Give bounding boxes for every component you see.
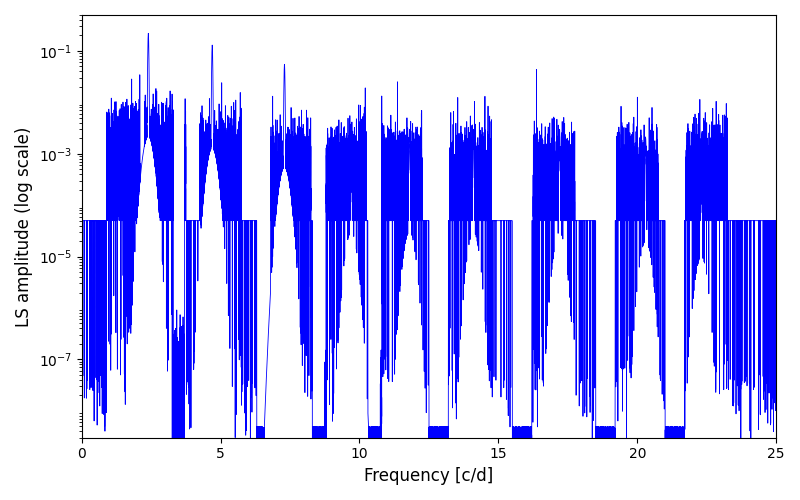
X-axis label: Frequency [c/d]: Frequency [c/d] [364,467,494,485]
Y-axis label: LS amplitude (log scale): LS amplitude (log scale) [15,126,33,326]
